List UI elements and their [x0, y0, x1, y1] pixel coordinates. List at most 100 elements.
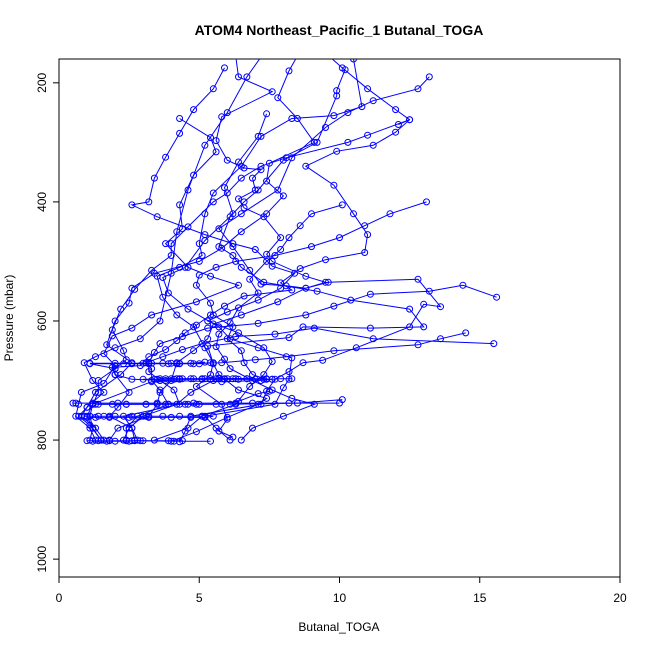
- data-point: [181, 427, 189, 435]
- data-point: [299, 359, 307, 367]
- series-line: [171, 69, 425, 442]
- data-point: [235, 281, 242, 289]
- data-point: [212, 137, 220, 145]
- x-tick-label: 15: [473, 591, 487, 605]
- data-point: [170, 375, 178, 383]
- data-point: [148, 266, 156, 274]
- data-point: [303, 38, 309, 44]
- data-point: [215, 323, 223, 331]
- data-point: [299, 323, 307, 331]
- data-point: [204, 342, 212, 350]
- data-point: [235, 304, 242, 312]
- data-point: [159, 274, 167, 281]
- data-point: [207, 299, 214, 307]
- data-point: [92, 400, 99, 408]
- data-point: [254, 319, 262, 327]
- data-point: [111, 317, 119, 325]
- data-point: [108, 326, 116, 334]
- data-point: [322, 124, 329, 131]
- data-point: [338, 396, 346, 404]
- data-point: [251, 375, 259, 383]
- data-point: [249, 399, 256, 407]
- data-point: [352, 344, 360, 352]
- y-tick-label: 400: [35, 192, 49, 212]
- data-point: [72, 412, 80, 420]
- series-line: [130, 67, 296, 441]
- data-point: [181, 400, 189, 408]
- data-point: [221, 64, 228, 72]
- data-point: [212, 424, 220, 432]
- data-point: [167, 413, 175, 421]
- data-point: [150, 375, 158, 383]
- data-point: [313, 287, 321, 295]
- data-point: [369, 97, 377, 105]
- data-point: [162, 346, 170, 354]
- data-point: [178, 346, 186, 354]
- data-point: [237, 436, 245, 444]
- data-point: [237, 174, 245, 182]
- data-point: [235, 73, 242, 81]
- y-tick-label: 1000: [35, 545, 49, 572]
- data-point: [229, 210, 237, 218]
- data-point: [83, 403, 91, 411]
- data-point: [308, 210, 315, 218]
- data-point: [324, 278, 332, 286]
- data-point: [257, 400, 265, 408]
- data-point: [257, 166, 265, 174]
- data-point: [207, 311, 214, 319]
- data-point: [285, 375, 293, 383]
- data-point: [223, 189, 231, 197]
- data-point: [167, 269, 175, 277]
- data-point: [223, 413, 231, 421]
- data-point: [251, 246, 259, 253]
- data-point: [366, 290, 374, 298]
- data-point: [310, 324, 318, 332]
- data-point: [369, 335, 377, 343]
- data-point: [347, 296, 355, 304]
- data-point: [148, 311, 156, 319]
- data-point: [226, 400, 234, 408]
- data-point: [462, 329, 470, 337]
- data-point: [237, 311, 245, 319]
- data-point: [237, 347, 245, 355]
- data-point: [493, 293, 501, 301]
- data-point: [92, 413, 99, 421]
- data-point: [111, 344, 119, 352]
- data-point: [198, 375, 206, 383]
- data-point: [263, 250, 271, 258]
- data-point: [226, 436, 234, 444]
- data-point: [190, 106, 198, 114]
- data-point: [344, 138, 352, 146]
- data-point: [285, 399, 293, 407]
- data-point: [111, 359, 119, 367]
- data-point: [92, 388, 99, 396]
- data-point: [330, 181, 338, 189]
- data-point: [103, 437, 111, 445]
- data-point: [198, 340, 206, 348]
- data-point: [344, 109, 352, 117]
- data-point: [288, 375, 296, 383]
- data-point: [271, 400, 279, 408]
- data-point: [221, 184, 228, 192]
- data-point: [237, 263, 245, 271]
- data-point: [323, 50, 329, 56]
- data-point: [437, 335, 444, 343]
- data-point: [235, 397, 242, 405]
- data-point: [263, 177, 271, 185]
- data-point: [226, 365, 234, 373]
- x-tick-label: 20: [613, 591, 627, 605]
- data-point: [240, 292, 248, 300]
- data-point: [190, 323, 198, 331]
- data-point: [274, 94, 282, 102]
- data-point: [302, 284, 310, 292]
- x-tick-label: 0: [56, 591, 63, 605]
- data-point: [192, 428, 200, 436]
- data-point: [187, 388, 195, 396]
- data-point: [187, 375, 195, 383]
- data-point: [420, 323, 428, 331]
- data-point: [173, 400, 181, 408]
- data-point: [277, 246, 285, 253]
- data-point: [237, 210, 245, 218]
- data-point: [125, 424, 133, 432]
- data-point: [173, 337, 181, 345]
